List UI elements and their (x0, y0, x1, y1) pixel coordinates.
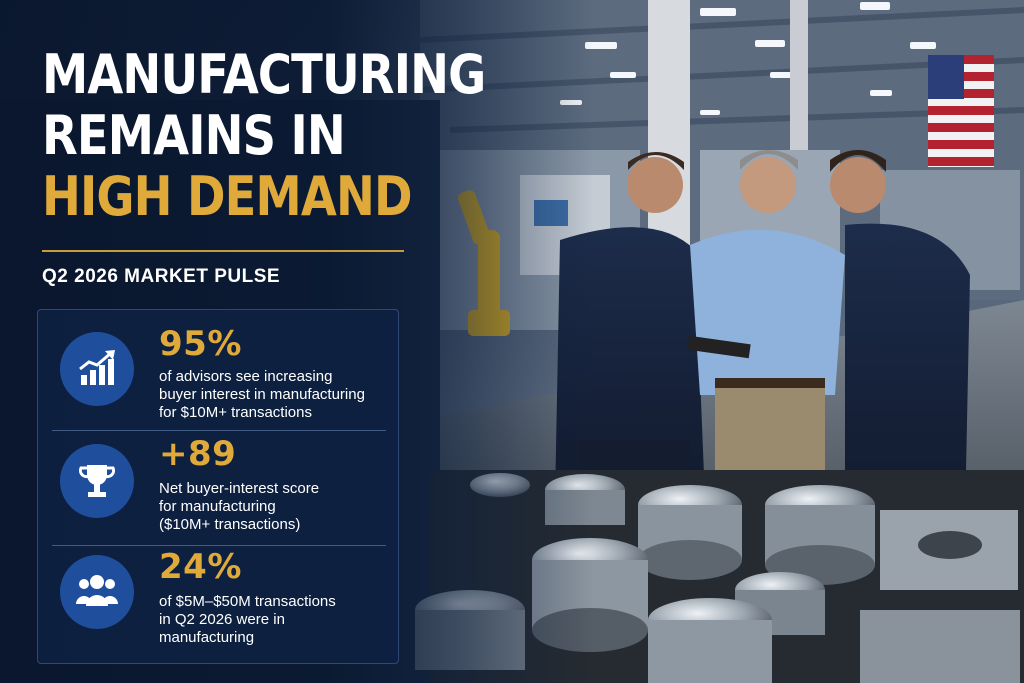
stat-description-line: in Q2 2026 were in (159, 611, 285, 628)
stat-description-line: of advisors see increasing (159, 368, 333, 385)
trophy-icon (60, 444, 134, 518)
headline-line-1: MANUFACTURING (42, 43, 486, 106)
stat-description-line: Net buyer-interest score (159, 480, 320, 497)
stat-item: 24% of $5M–$50M transactions in Q2 2026 … (38, 545, 400, 663)
divider-rule (42, 250, 404, 252)
stat-value: +89 (159, 434, 237, 474)
stat-description-line: manufacturing (159, 629, 255, 646)
headline-line-2: REMAINS IN (42, 104, 346, 167)
subtitle: Q2 2026 MARKET PULSE (42, 266, 281, 287)
stats-panel: 95% of advisors see increasing buyer int… (37, 309, 399, 664)
stat-description: of $5M–$50M transactions in Q2 2026 were… (159, 593, 389, 647)
stat-value: 24% (159, 547, 242, 587)
stat-description: of advisors see increasing buyer interes… (159, 368, 389, 422)
growth-chart-icon (60, 332, 134, 406)
stat-item: +89 Net buyer-interest score for manufac… (38, 430, 400, 548)
stat-value: 95% (159, 324, 242, 364)
stat-item: 95% of advisors see increasing buyer int… (38, 310, 400, 428)
stat-description-line: for $10M+ transactions (159, 404, 312, 421)
stat-description-line: buyer interest in manufacturing (159, 386, 365, 403)
stat-description-line: ($10M+ transactions) (159, 516, 301, 533)
stat-description-line: of $5M–$50M transactions (159, 593, 336, 610)
stat-description-line: for manufacturing (159, 498, 276, 515)
headline: MANUFACTURING REMAINS IN HIGH DEMAND (42, 43, 486, 228)
headline-line-3: HIGH DEMAND (42, 165, 413, 228)
stat-description: Net buyer-interest score for manufacturi… (159, 480, 389, 534)
people-group-icon (60, 555, 134, 629)
